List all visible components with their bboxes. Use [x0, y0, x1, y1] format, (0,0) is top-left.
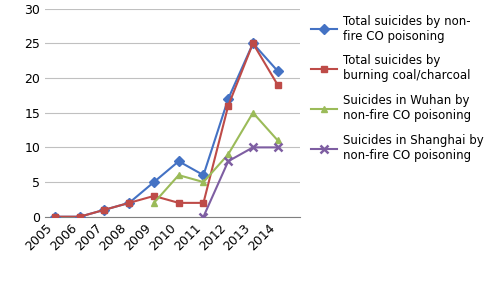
Legend: Total suicides by non-
fire CO poisoning, Total suicides by
burning coal/charcoa: Total suicides by non- fire CO poisoning…	[311, 14, 484, 162]
